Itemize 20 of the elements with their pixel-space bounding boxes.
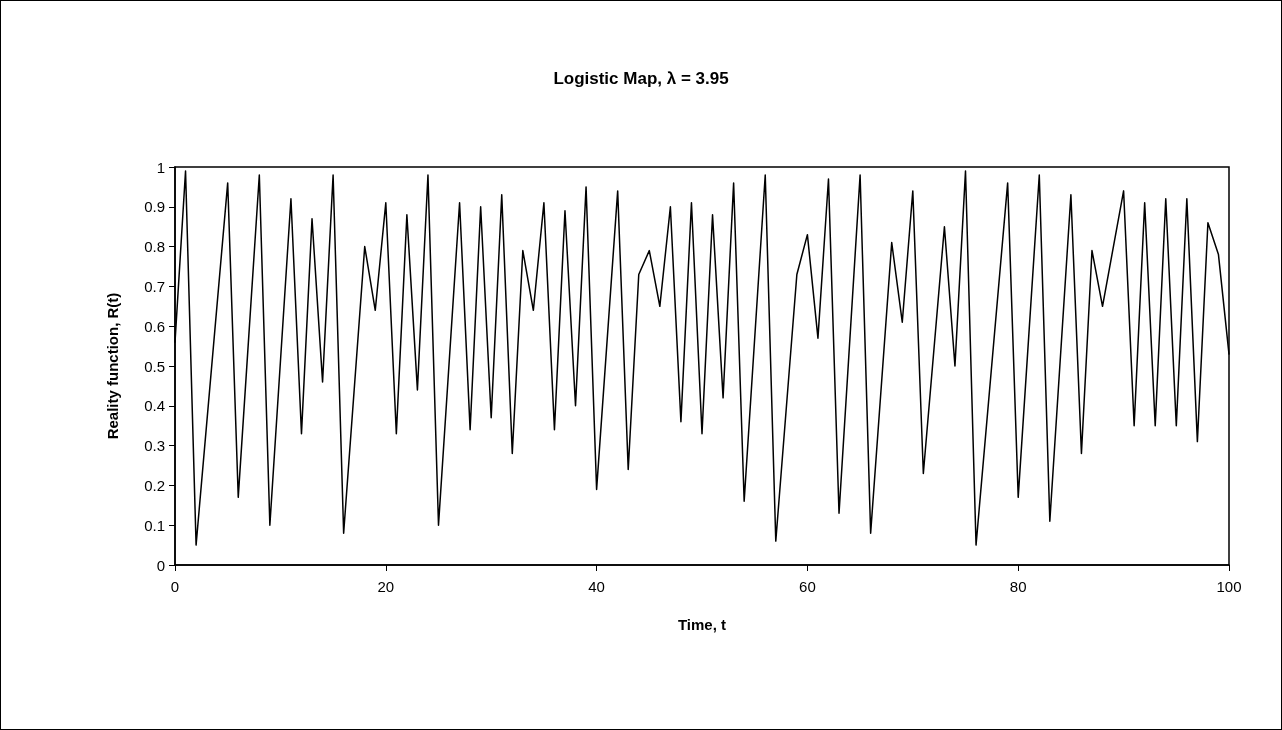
- x-tick-label: 0: [170, 578, 180, 595]
- y-tick-label: 0.8: [144, 238, 165, 256]
- y-tick-label: 0.9: [144, 198, 165, 216]
- y-tick-label: 0.6: [144, 317, 165, 335]
- x-tick-label: 20: [377, 578, 395, 595]
- chart-title: Logistic Map, λ = 3.95: [553, 69, 729, 88]
- x-tick-label: 60: [799, 578, 816, 595]
- x-tick-label: 80: [1009, 578, 1027, 595]
- y-tick-label: 0: [156, 556, 165, 574]
- x-tick-label: 100: [1216, 578, 1242, 595]
- y-tick-label: 0.5: [144, 357, 165, 375]
- x-axis-title: Time, t: [677, 616, 727, 633]
- y-tick-label: 0.4: [144, 397, 165, 415]
- y-tick-label: 0.7: [144, 277, 165, 295]
- y-tick-label: 0.1: [144, 516, 165, 534]
- y-tick-label: 0.2: [144, 476, 165, 494]
- y-axis-title: Reality function, R(t): [104, 292, 121, 440]
- y-tick-label: 0.3: [144, 437, 165, 455]
- x-tick-label: 40: [588, 578, 605, 595]
- y-tick-label: 1: [156, 158, 165, 176]
